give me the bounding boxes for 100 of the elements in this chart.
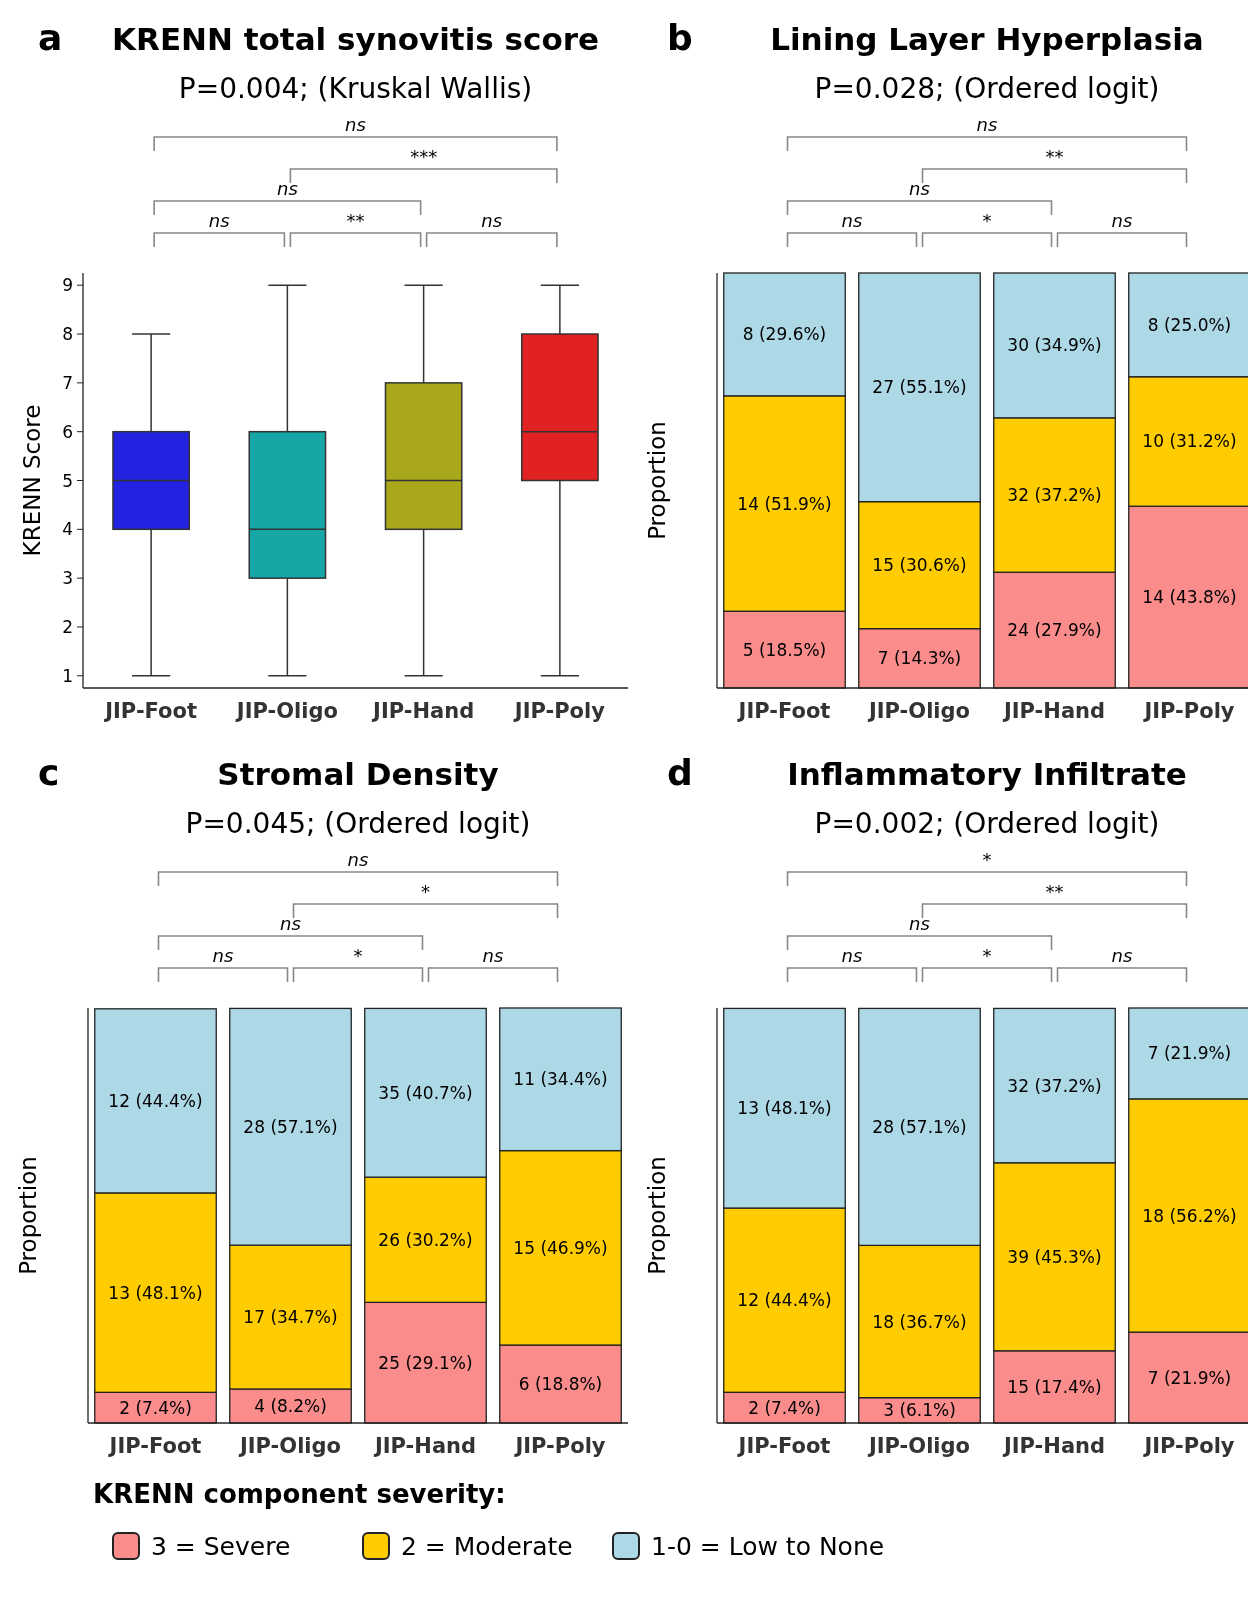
y-axis-title: Proportion [644,421,670,540]
y-tick-label: 6 [62,421,73,442]
text: ns [841,210,863,231]
data-label: 25 (29.1%) [378,1352,473,1373]
text: * [982,945,992,966]
x-tick-label: JIP-Foot [736,699,831,723]
data-label: 32 (37.2%) [1007,485,1102,506]
y-tick-label: 7 [62,372,73,393]
data-label: 2 (7.4%) [748,1397,821,1418]
x-tick-label: JIP-Oligo [237,1434,342,1458]
data-label: 18 (36.7%) [872,1311,967,1332]
chart-subtitle: P=0.002; (Ordered logit) [814,807,1160,840]
text: ns [347,849,369,870]
data-label: 3 (6.1%) [883,1400,956,1421]
data-label: 13 (48.1%) [737,1098,832,1119]
y-tick-label: 8 [62,324,73,345]
text: ns [345,114,366,135]
x-tick-label: JIP-Poly [513,1434,606,1458]
text: * [421,881,430,902]
data-label: 7 (14.3%) [877,648,962,669]
data-label: 35 (40.7%) [378,1082,473,1103]
data-label: 13 (48.1%) [108,1282,203,1303]
data-label: 24 (27.9%) [1007,620,1102,641]
x-tick-label: JIP-Foot [103,699,198,723]
text: ns [976,114,998,135]
data-label: 26 (30.2%) [378,1229,473,1250]
legend-label: 2 = Moderate [401,1532,573,1561]
x-tick-label: JIP-Poly [1142,1434,1235,1458]
data-label: 11 (34.4%) [513,1069,608,1090]
y-tick-label: 9 [62,275,73,296]
legend-label: 1-0 = Low to None [651,1532,885,1561]
data-label: 17 (34.7%) [243,1307,338,1328]
chart-subtitle: P=0.004; (Kruskal Wallis) [178,72,533,105]
text: b [667,17,693,58]
data-label: 28 (57.1%) [243,1116,338,1137]
data-label: 18 (56.2%) [1142,1205,1237,1226]
y-tick-label: 5 [62,470,73,491]
text: * [982,210,992,231]
text: ns [909,913,930,934]
text: ns [909,178,930,199]
data-label: 6 (18.8%) [518,1374,603,1395]
text: d [667,752,693,793]
y-axis-title: Proportion [15,1156,41,1275]
y-tick-label: 3 [62,568,73,589]
chart-subtitle: P=0.045; (Ordered logit) [185,807,531,840]
data-label: 8 (25.0%) [1147,314,1232,335]
x-tick-label: JIP-Foot [736,1434,831,1458]
chart-title: KRENN total synovitis score [111,21,600,57]
text: ns [1111,945,1133,966]
y-axis-title: Proportion [644,1156,670,1275]
legend-label: 3 = Severe [151,1532,291,1561]
data-label: 30 (34.9%) [1007,335,1102,356]
data-label: 15 (30.6%) [872,555,967,576]
y-tick-label: 4 [62,519,73,540]
chart-title: Stromal Density [217,756,499,792]
x-tick-label: JIP-Hand [372,1434,477,1458]
text: ** [1045,881,1064,902]
x-tick-label: JIP-Poly [1142,699,1235,723]
data-label: 8 (29.6%) [742,324,827,345]
x-tick-label: JIP-Hand [1001,699,1106,723]
y-tick-label: 2 [62,616,73,637]
y-tick-label: 1 [62,665,73,686]
text: * [982,849,992,870]
data-label: 7 (21.9%) [1147,1043,1232,1064]
text: ns [212,945,234,966]
y-axis-title: KRENN Score [19,404,45,557]
text: *** [410,146,438,167]
data-label: 15 (17.4%) [1007,1376,1102,1397]
legend-title: KRENN component severity: [93,1479,506,1509]
text: ns [280,913,301,934]
x-tick-label: JIP-Hand [1001,1434,1106,1458]
text: ns [208,210,230,231]
text: ns [1111,210,1133,231]
data-label: 39 (45.3%) [1007,1246,1102,1267]
text: ** [346,210,365,231]
data-label: 2 (7.4%) [119,1397,192,1418]
data-label: 10 (31.2%) [1142,431,1237,452]
data-label: 15 (46.9%) [513,1237,608,1258]
text: ns [481,210,503,231]
text: ns [482,945,504,966]
data-label: 5 (18.5%) [742,639,827,660]
x-tick-label: JIP-Oligo [866,1434,971,1458]
text: a [38,17,63,58]
chart-subtitle: P=0.028; (Ordered logit) [814,72,1160,105]
text: ns [276,178,298,199]
x-tick-label: JIP-Poly [512,699,606,723]
text: * [353,945,363,966]
text: ** [1045,146,1064,167]
data-label: 28 (57.1%) [872,1116,967,1137]
x-tick-label: JIP-Hand [371,699,475,723]
chart-title: Lining Layer Hyperplasia [770,21,1204,57]
x-tick-label: JIP-Oligo [866,699,971,723]
chart-title: Inflammatory Infiltrate [787,756,1187,792]
data-label: 14 (43.8%) [1142,587,1237,608]
x-tick-label: JIP-Oligo [234,699,338,723]
x-tick-label: JIP-Foot [107,1434,202,1458]
data-label: 12 (44.4%) [108,1090,203,1111]
data-label: 12 (44.4%) [737,1290,832,1311]
data-label: 14 (51.9%) [737,493,832,514]
data-label: 32 (37.2%) [1007,1075,1102,1096]
